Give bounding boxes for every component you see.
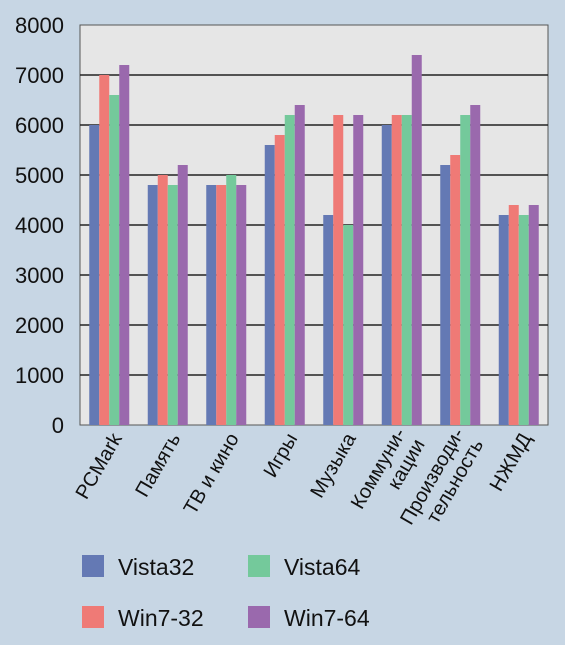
bar-vista32	[323, 215, 334, 425]
legend: Vista32 Vista64 Win7-32 Win7-64	[82, 554, 370, 631]
bar-win7-64	[236, 185, 247, 425]
y-tick-label: 8000	[15, 13, 64, 38]
bar-win7-64	[470, 105, 481, 425]
bar-vista64	[226, 175, 237, 425]
bar-win7-64	[528, 205, 539, 425]
bar-vista32	[381, 125, 392, 425]
bar-vista32	[264, 145, 275, 425]
bar-win7-32	[157, 175, 168, 425]
bar-vista64	[518, 215, 529, 425]
legend-swatch-win7-64	[248, 606, 270, 628]
bar-win7-64	[411, 55, 422, 425]
bar-win7-32	[99, 75, 110, 425]
bar-win7-64	[353, 115, 364, 425]
bar-win7-32	[333, 115, 344, 425]
legend-swatch-vista32	[82, 555, 104, 577]
legend-swatch-win7-32	[82, 606, 104, 628]
y-tick-label: 5000	[15, 163, 64, 188]
y-tick-label: 6000	[15, 113, 64, 138]
bar-vista32	[147, 185, 158, 425]
x-tick-label: Игры	[260, 430, 303, 482]
bar-win7-32	[216, 185, 227, 425]
bar-vista64	[460, 115, 471, 425]
y-tick-label: 7000	[15, 63, 64, 88]
x-tick-label: НЖМД	[486, 429, 537, 495]
bar-win7-64	[119, 65, 130, 425]
y-tick-label: 1000	[15, 363, 64, 388]
x-tick-label: ТВ и кино	[180, 430, 244, 519]
x-tick-label: Память	[131, 430, 185, 501]
bar-vista64	[343, 225, 354, 425]
bar-win7-32	[391, 115, 402, 425]
bar-win7-32	[274, 135, 285, 425]
y-tick-label: 4000	[15, 213, 64, 238]
bar-win7-32	[508, 205, 519, 425]
bar-vista32	[89, 125, 100, 425]
bar-vista64	[167, 185, 178, 425]
legend-label: Win7-32	[118, 605, 204, 631]
legend-swatch-vista64	[248, 555, 270, 577]
y-tick-label: 2000	[15, 313, 64, 338]
bar-win7-32	[450, 155, 461, 425]
bar-win7-64	[177, 165, 188, 425]
x-tick-label: PCMark	[72, 429, 128, 503]
bar-vista32	[206, 185, 217, 425]
bar-vista64	[284, 115, 295, 425]
bar-vista64	[401, 115, 412, 425]
legend-label: Vista64	[284, 554, 361, 580]
bar-vista32	[440, 165, 451, 425]
y-tick-label: 3000	[15, 263, 64, 288]
legend-label: Win7-64	[284, 605, 370, 631]
y-axis-ticks: 0 1000 2000 3000 4000 5000 6000 7000 8000	[15, 13, 64, 438]
bar-vista32	[498, 215, 509, 425]
y-tick-label: 0	[52, 413, 64, 438]
legend-label: Vista32	[118, 554, 194, 580]
bar-vista64	[109, 95, 120, 425]
bar-win7-64	[294, 105, 305, 425]
bars	[89, 55, 539, 425]
